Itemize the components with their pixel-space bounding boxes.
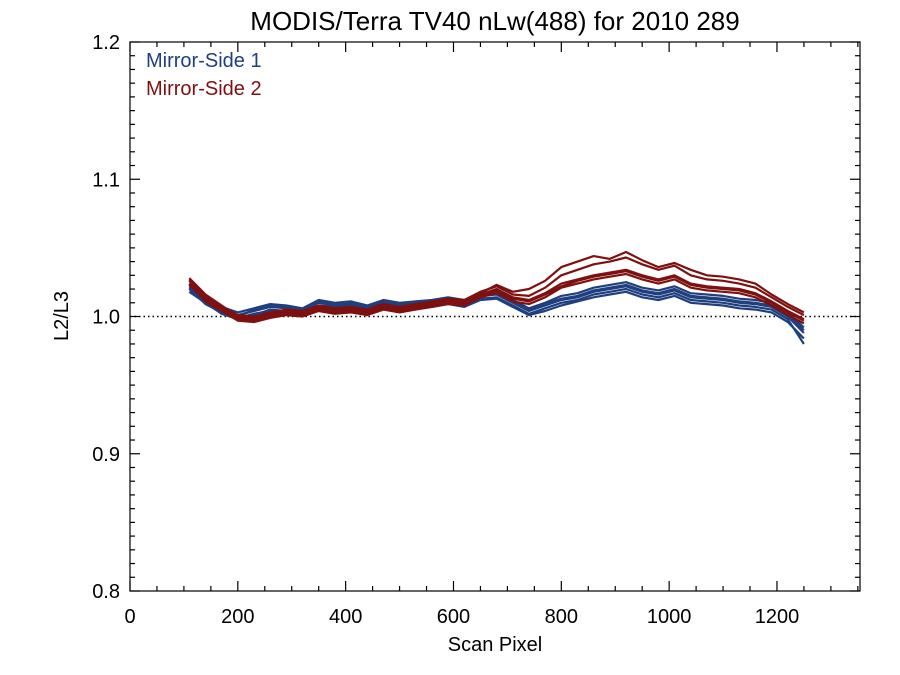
- chart-title: MODIS/Terra TV40 nLw(488) for 2010 289: [250, 6, 739, 36]
- x-tick-label: 0: [124, 606, 135, 628]
- x-axis-tick-labels: 0 200 400 600 800 1000 1200: [124, 606, 799, 628]
- y-tick-label: 1.1: [92, 169, 120, 191]
- x-tick-label: 800: [545, 606, 578, 628]
- x-tick-label: 600: [437, 606, 470, 628]
- x-tick-label: 1000: [647, 606, 692, 628]
- legend-item-mirror-side-2: Mirror-Side 2: [146, 78, 262, 100]
- series-line-mirror-side-2-8: [188, 270, 805, 322]
- series-line-mirror-side-2-7: [188, 256, 805, 318]
- x-tick-label: 400: [329, 606, 362, 628]
- series-line-mirror-side-2-5: [188, 268, 805, 321]
- y-tick-label: 1.0: [92, 307, 120, 329]
- plot-area: [129, 41, 861, 592]
- series-line-mirror-side-1-2: [188, 281, 805, 329]
- y-axis-tick-labels: 0.8 0.9 1.0 1.1 1.2: [92, 32, 120, 603]
- x-tick-label: 200: [221, 606, 254, 628]
- y-axis-label: L2/L3: [51, 291, 73, 341]
- y-tick-label: 0.8: [92, 581, 120, 603]
- series-line-mirror-side-2-9: [188, 250, 805, 319]
- x-axis-label: Scan Pixel: [448, 634, 543, 656]
- x-tick-label: 1200: [755, 606, 800, 628]
- legend-item-mirror-side-1: Mirror-Side 1: [146, 50, 262, 72]
- y-tick-label: 0.9: [92, 444, 120, 466]
- series-group: [188, 250, 805, 345]
- legend: Mirror-Side 1 Mirror-Side 2: [146, 50, 262, 100]
- series-line-mirror-side-2-6: [188, 272, 805, 325]
- y-tick-label: 1.2: [92, 32, 120, 54]
- axis-ticks: [129, 41, 860, 592]
